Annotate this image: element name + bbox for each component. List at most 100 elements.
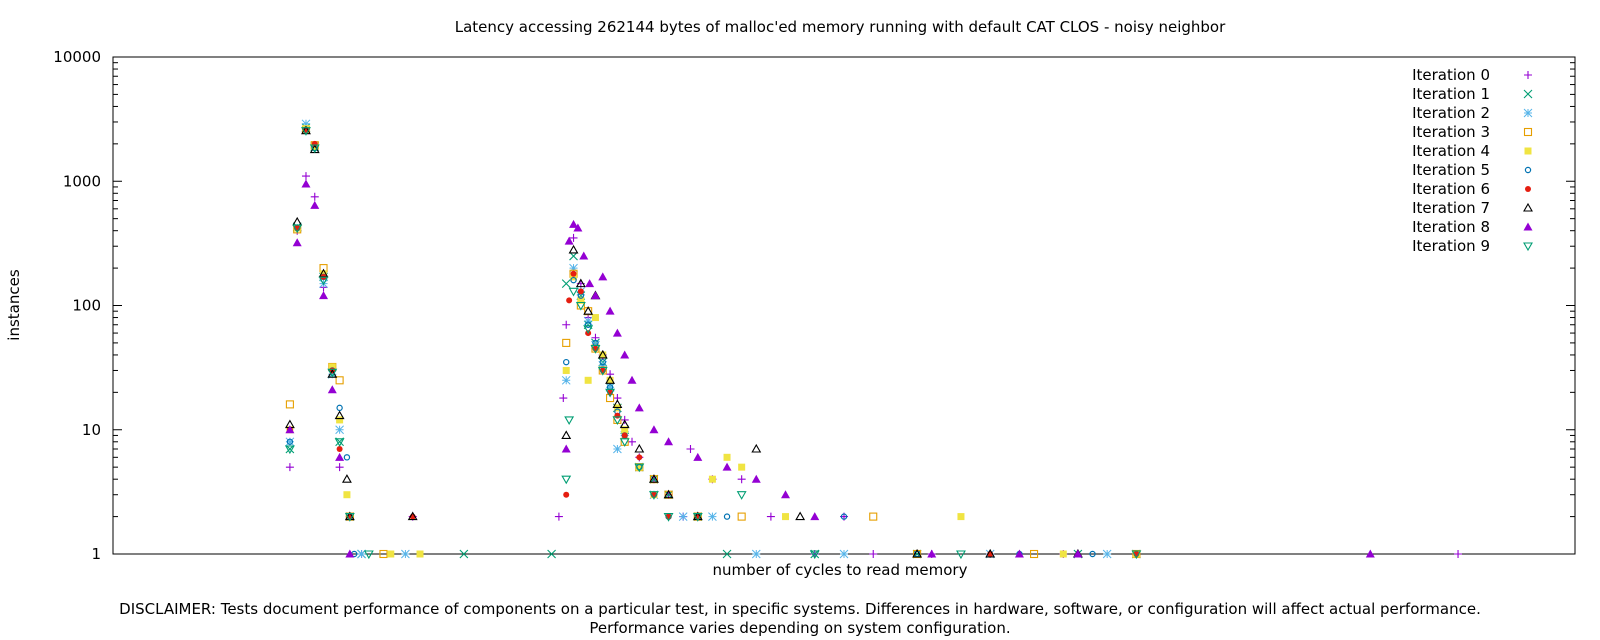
data-point <box>605 388 616 398</box>
legend-label: Iteration 9 <box>1412 237 1490 255</box>
legend-marker <box>1523 127 1533 137</box>
legend-marker <box>1523 108 1533 118</box>
data-point <box>1131 550 1142 560</box>
data-point <box>708 475 716 483</box>
y-tick-label: 1 <box>91 545 101 563</box>
data-point <box>751 474 761 483</box>
data-point <box>869 550 878 558</box>
data-point <box>648 474 659 483</box>
data-point <box>564 416 575 426</box>
data-point <box>751 443 762 453</box>
data-point <box>627 375 637 384</box>
data-point <box>736 491 747 500</box>
data-point <box>310 192 319 201</box>
data-point <box>301 172 310 181</box>
data-point <box>621 432 628 439</box>
data-point <box>575 278 586 288</box>
data-point <box>612 328 622 337</box>
series-2 <box>285 119 1112 559</box>
data-point <box>766 512 775 521</box>
data-point <box>327 369 337 379</box>
data-point <box>310 200 320 209</box>
data-point <box>583 306 594 315</box>
data-point <box>569 263 578 273</box>
data-point <box>810 512 820 521</box>
data-point <box>561 444 571 453</box>
data-point <box>723 453 731 461</box>
data-point <box>781 490 791 499</box>
legend-marker <box>1524 166 1532 174</box>
data-point <box>387 550 395 558</box>
legend-label: Iteration 3 <box>1412 123 1490 141</box>
legend-label: Iteration 1 <box>1412 85 1490 103</box>
data-point <box>605 306 615 315</box>
data-point <box>562 366 570 374</box>
data-point <box>584 376 592 384</box>
data-point <box>336 445 343 452</box>
data-point <box>1059 550 1067 558</box>
data-point <box>292 238 302 247</box>
data-point <box>619 419 630 429</box>
data-point <box>649 425 659 434</box>
data-point <box>335 463 344 472</box>
data-point <box>686 444 695 453</box>
data-point <box>634 403 644 412</box>
data-point <box>620 350 630 359</box>
data-point <box>584 321 592 328</box>
data-point <box>459 549 469 559</box>
data-point <box>564 236 574 245</box>
data-point <box>334 410 345 420</box>
data-point <box>612 399 623 408</box>
data-point <box>301 127 311 136</box>
data-point <box>577 296 585 304</box>
data-point <box>809 550 820 560</box>
series-1 <box>285 123 1141 559</box>
data-point <box>561 475 572 485</box>
data-point <box>1524 166 1532 174</box>
data-point <box>328 363 336 371</box>
data-point <box>336 416 344 424</box>
data-point <box>379 549 388 559</box>
y-tick-label: 100 <box>72 297 101 315</box>
data-point <box>566 297 573 304</box>
data-point <box>722 462 732 471</box>
data-point <box>956 550 966 560</box>
data-point <box>693 452 703 461</box>
data-point <box>327 368 338 378</box>
data-point <box>634 443 645 453</box>
data-point <box>927 549 937 558</box>
series-3 <box>285 125 1141 559</box>
data-point <box>839 549 849 559</box>
data-point <box>599 358 606 366</box>
data-point <box>416 550 424 558</box>
data-point <box>1523 89 1533 99</box>
data-point <box>597 366 608 376</box>
data-point <box>1454 550 1463 558</box>
data-point <box>401 549 410 559</box>
data-point <box>569 233 578 242</box>
data-point <box>561 430 572 439</box>
data-point <box>343 491 351 499</box>
data-point <box>285 400 294 409</box>
data-point <box>634 463 645 473</box>
data-point <box>692 513 703 522</box>
data-point <box>341 474 352 483</box>
data-point <box>335 425 344 435</box>
data-point <box>590 291 600 300</box>
data-point <box>663 489 674 499</box>
data-point <box>795 511 806 521</box>
data-point <box>869 512 878 521</box>
data-point <box>570 270 577 277</box>
data-point <box>1523 202 1533 212</box>
data-point <box>562 338 571 347</box>
plot-frame <box>112 56 1576 555</box>
data-point <box>318 276 329 286</box>
data-point <box>708 512 717 521</box>
data-point <box>292 224 303 234</box>
data-point <box>573 223 583 232</box>
data-point <box>301 119 311 129</box>
data-points <box>284 119 1463 560</box>
data-point <box>1523 242 1533 252</box>
series-7 <box>284 125 1083 558</box>
